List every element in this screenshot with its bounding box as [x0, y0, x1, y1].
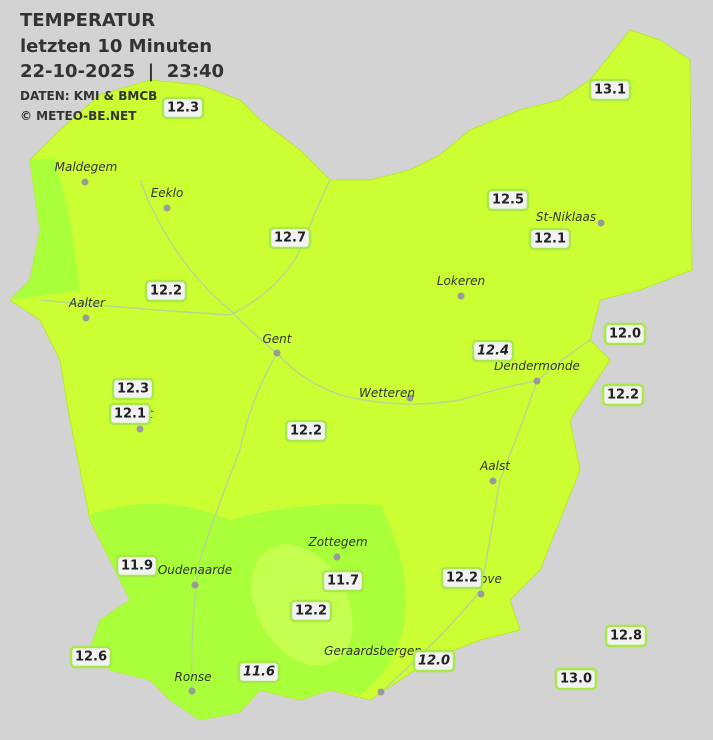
- station-box: [604, 624, 648, 648]
- station-value: 11.7: [327, 574, 359, 589]
- city-dot: [597, 219, 605, 227]
- station-value: 12.0: [609, 327, 641, 342]
- city-label: Gent: [263, 332, 293, 346]
- station-value: 12.5: [492, 193, 524, 208]
- city-dot: [191, 581, 199, 589]
- title: TEMPERATUR: [20, 10, 155, 31]
- station-box: [69, 645, 113, 669]
- station-value: 12.2: [290, 424, 322, 439]
- city-label: Oudenaarde: [158, 563, 232, 577]
- city-label: Dendermonde: [494, 359, 580, 373]
- station-value: 12.3: [167, 101, 199, 116]
- city-label: Eeklo: [151, 186, 184, 200]
- city-label: St-Niklaas: [536, 210, 596, 224]
- station-box: [603, 322, 647, 346]
- city-label: Zottegem: [307, 535, 367, 549]
- station-box: [161, 96, 205, 120]
- station-value: 12.4: [477, 344, 509, 359]
- city-label: Aalter: [68, 296, 106, 310]
- station-value: 11.9: [121, 559, 153, 574]
- city-label: Wetteren: [359, 386, 415, 400]
- subtitle: letzten 10 Minuten: [20, 36, 212, 57]
- city-dot: [406, 394, 414, 402]
- river: [39, 179, 331, 316]
- station-box: [144, 279, 188, 303]
- station-layer: 12.3 13.1 12.5 12.1 12.7 12.2 12.0 12.4 12.2 12.3…: [69, 78, 648, 691]
- city-dot: [82, 314, 90, 322]
- datetime: 22-10-2025 | 23:40: [20, 61, 224, 82]
- station-value: 13.0: [560, 672, 592, 687]
- city-dot: [81, 178, 89, 186]
- station-value: 12.2: [295, 604, 327, 619]
- river: [380, 380, 538, 693]
- station-value: 12.1: [114, 407, 146, 422]
- city-dot: [477, 590, 485, 598]
- station-box: [486, 188, 530, 212]
- station-value: 13.1: [594, 83, 626, 98]
- station-box: [471, 339, 515, 363]
- station-box: [108, 402, 152, 426]
- city-dot: [457, 292, 465, 300]
- station-value: 12.2: [607, 388, 639, 403]
- station-value: 12.6: [75, 650, 107, 665]
- station-box: [588, 78, 632, 102]
- station-value: 12.2: [150, 284, 182, 299]
- station-box: [115, 554, 159, 578]
- cooler-zone: [90, 503, 406, 720]
- city-dot: [273, 349, 281, 357]
- city-dot: [163, 204, 171, 212]
- station-box: [111, 377, 155, 401]
- station-box: [528, 227, 572, 251]
- station-value: 11.6: [243, 665, 275, 680]
- station-value: 12.7: [274, 231, 306, 246]
- station-box: [412, 649, 456, 673]
- city-label: Geraardsbergen: [324, 644, 422, 658]
- station-box: [237, 660, 281, 684]
- river: [190, 352, 278, 692]
- city-dot: [188, 687, 196, 695]
- city-label: Ronse: [175, 670, 212, 684]
- city-label: Lokeren: [437, 274, 485, 288]
- station-box: [601, 383, 645, 407]
- source: DATEN: KMI & BMCB: [20, 89, 157, 103]
- station-value: 12.2: [446, 571, 478, 586]
- station-value: 12.0: [418, 654, 450, 669]
- station-box: [440, 566, 484, 590]
- station-box: [289, 599, 333, 623]
- city-dot: [333, 553, 341, 561]
- station-value: 12.8: [610, 629, 642, 644]
- station-value: 12.1: [534, 232, 566, 247]
- city-dot: [136, 425, 144, 433]
- city-dot: [377, 688, 385, 696]
- city-dot: [489, 477, 497, 485]
- station-box: [268, 226, 312, 250]
- city-label: Aalst: [479, 459, 511, 473]
- station-value: 12.3: [117, 382, 149, 397]
- city-label: Maldegem: [55, 160, 118, 174]
- warmer-zone: [10, 158, 80, 300]
- station-box: [321, 569, 365, 593]
- station-box: [284, 419, 328, 443]
- station-box: [554, 667, 598, 691]
- city-dot: [533, 377, 541, 385]
- copyright: © METEO-BE.NET: [20, 109, 137, 123]
